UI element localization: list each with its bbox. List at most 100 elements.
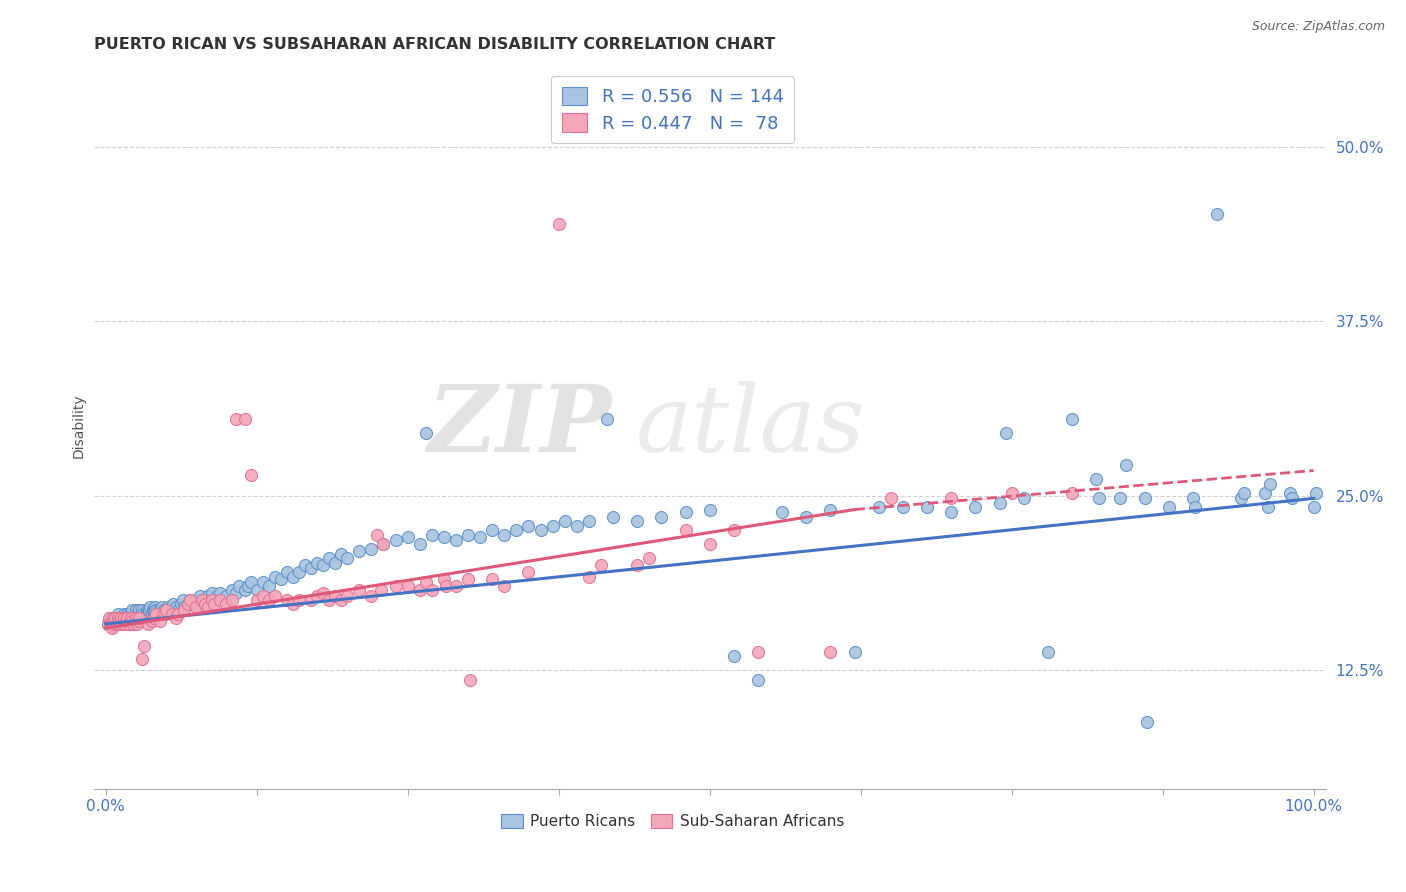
Point (1258, 477, 1281, 491)
Point (1036, 645, 1059, 659)
Point (626, 558, 648, 573)
Point (239, 467, 262, 482)
Point (965, 500, 987, 514)
Point (1232, 485, 1254, 500)
Point (172, 593, 194, 607)
Point (699, 502, 721, 516)
Point (384, 533, 406, 548)
Point (143, 603, 166, 617)
Point (141, 607, 163, 622)
Point (155, 607, 177, 622)
Point (98, 614, 121, 628)
Point (299, 593, 322, 607)
Point (100, 614, 122, 628)
Point (233, 412, 256, 426)
Point (299, 561, 322, 575)
Point (396, 531, 419, 545)
Point (444, 579, 467, 593)
Point (409, 537, 432, 551)
Point (110, 614, 132, 628)
Point (221, 583, 243, 598)
Point (1254, 485, 1277, 500)
Point (307, 556, 329, 570)
Point (107, 607, 129, 622)
Point (891, 500, 914, 514)
Y-axis label: Disability: Disability (72, 393, 86, 458)
Legend: Puerto Ricans, Sub-Saharan Africans: Puerto Ricans, Sub-Saharan Africans (495, 808, 851, 835)
Point (747, 645, 769, 659)
Point (323, 556, 346, 570)
Point (409, 583, 432, 598)
Point (517, 566, 540, 580)
Point (1206, 207, 1229, 221)
Point (988, 495, 1011, 509)
Point (118, 611, 141, 625)
Point (120, 611, 142, 625)
Point (554, 514, 576, 528)
Point (122, 611, 145, 625)
Point (127, 611, 149, 625)
Point (138, 603, 160, 617)
Point (136, 616, 159, 631)
Point (263, 569, 285, 583)
Text: ZIP: ZIP (427, 381, 612, 471)
Point (100, 620, 122, 634)
Point (201, 586, 224, 600)
Point (134, 639, 156, 653)
Point (124, 607, 146, 622)
Point (270, 572, 292, 586)
Point (104, 611, 127, 625)
Point (675, 524, 697, 538)
Point (103, 614, 125, 628)
Point (121, 607, 143, 622)
Point (194, 598, 217, 612)
Point (188, 589, 211, 603)
Point (150, 603, 173, 617)
Point (108, 614, 131, 628)
Point (209, 593, 232, 607)
Point (880, 491, 903, 506)
Point (252, 575, 274, 590)
Point (349, 583, 371, 598)
Point (125, 611, 148, 625)
Point (1257, 500, 1279, 514)
Point (1060, 412, 1083, 426)
Point (131, 611, 153, 625)
Point (589, 558, 612, 573)
Point (307, 589, 329, 603)
Point (318, 551, 340, 566)
Point (276, 593, 298, 607)
Point (100, 616, 122, 631)
Point (578, 569, 600, 583)
Point (155, 603, 177, 617)
Point (1001, 485, 1024, 500)
Point (205, 589, 228, 603)
Point (103, 616, 125, 631)
Point (225, 586, 247, 600)
Point (373, 537, 395, 551)
Point (541, 519, 564, 533)
Point (118, 607, 141, 622)
Point (396, 579, 419, 593)
Point (125, 611, 148, 625)
Point (107, 611, 129, 625)
Point (202, 598, 225, 612)
Point (547, 217, 569, 231)
Point (434, 579, 457, 593)
Point (125, 603, 148, 617)
Point (529, 524, 551, 538)
Point (104, 611, 127, 625)
Point (128, 611, 150, 625)
Point (121, 614, 143, 628)
Point (281, 569, 304, 583)
Point (433, 531, 456, 545)
Point (994, 425, 1017, 440)
Point (136, 607, 159, 622)
Point (112, 611, 135, 625)
Point (336, 551, 359, 566)
Point (336, 589, 359, 603)
Point (97, 616, 120, 631)
Point (330, 593, 353, 607)
Point (420, 527, 443, 541)
Point (143, 607, 166, 622)
